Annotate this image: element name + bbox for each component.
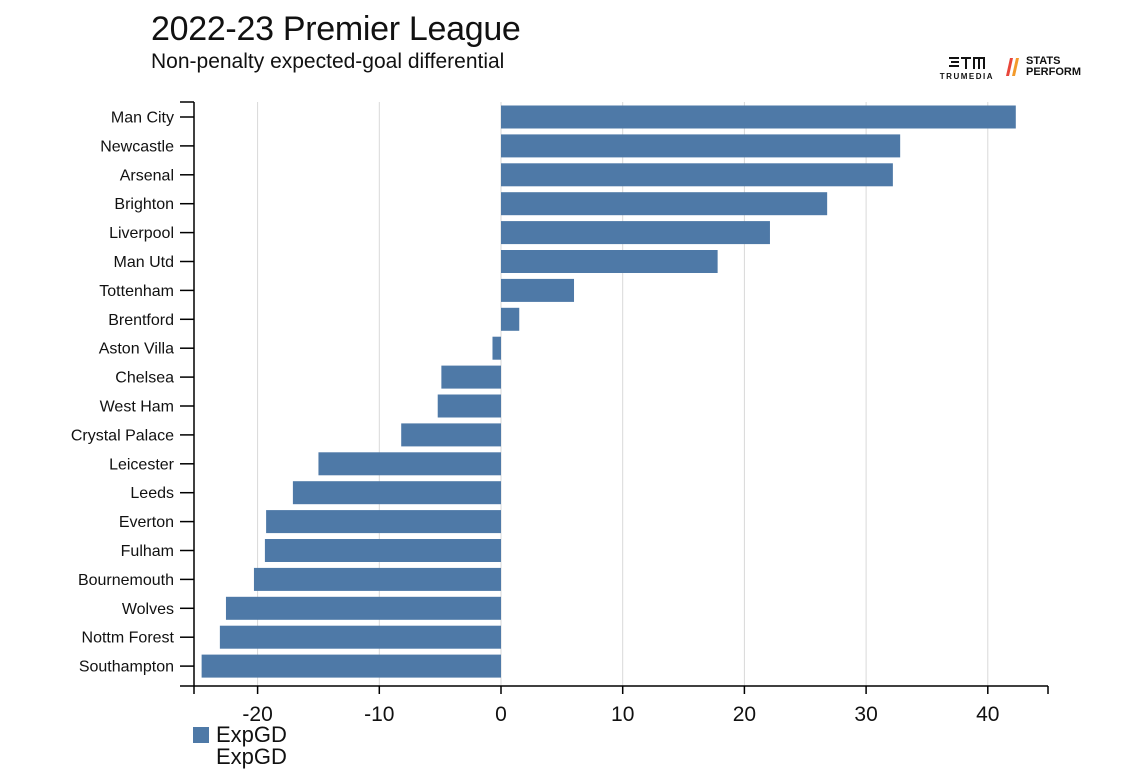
trumedia-wordmark: TRUMEDIA bbox=[939, 72, 994, 81]
chart-subtitle: Non-penalty expected-goal differential bbox=[151, 50, 505, 73]
bar bbox=[201, 654, 502, 678]
bar bbox=[437, 394, 501, 418]
y-tick-label: Man Utd bbox=[114, 254, 174, 271]
logo-group: TRUMEDIA STATS PERFORM bbox=[940, 56, 1081, 82]
y-tick-label: Nottm Forest bbox=[82, 630, 175, 647]
bar bbox=[219, 625, 502, 649]
y-tick-label: Wolves bbox=[122, 601, 174, 618]
y-tick-label: Southampton bbox=[79, 659, 174, 676]
y-tick-label: Brentford bbox=[108, 312, 174, 329]
legend-label: ExpGD bbox=[216, 722, 287, 747]
x-tick-label: 30 bbox=[854, 703, 877, 726]
axes: -20 -10 0 10 20 30 40 Man City Newcastle Arsenal B… bbox=[71, 101, 1049, 726]
trumedia-logo-mark bbox=[948, 57, 985, 69]
bar bbox=[441, 365, 501, 389]
trumedia-logo: TRUMEDIA bbox=[940, 56, 994, 81]
legend: ExpGD bbox=[193, 722, 287, 748]
bar bbox=[501, 192, 828, 216]
bar bbox=[501, 307, 520, 331]
y-tick-label: Fulham bbox=[121, 543, 174, 560]
y-tick-label: Tottenham bbox=[99, 283, 174, 300]
stats-perform-word-1: STATS bbox=[1026, 55, 1061, 67]
bar bbox=[266, 510, 501, 534]
bar bbox=[264, 539, 501, 562]
bar bbox=[292, 481, 501, 505]
bar bbox=[401, 423, 501, 447]
y-tick-label: Crystal Palace bbox=[71, 427, 174, 444]
legend-swatch-2 bbox=[193, 749, 209, 765]
y-tick-label: Arsenal bbox=[120, 167, 174, 184]
bar-chart: -20 -10 0 10 20 30 40 Man City Newcastle Arsenal B… bbox=[71, 101, 1049, 726]
x-tick-label: -10 bbox=[364, 703, 394, 726]
y-tick-label: Man City bbox=[111, 110, 174, 127]
x-tick-label: 10 bbox=[611, 703, 634, 726]
x-tick-label: 20 bbox=[733, 703, 756, 726]
y-tick-label: Leicester bbox=[109, 456, 175, 473]
bar bbox=[501, 105, 1016, 129]
y-tick-label: Liverpool bbox=[109, 225, 174, 242]
bar bbox=[225, 596, 501, 620]
y-tick-label: Leeds bbox=[130, 485, 174, 502]
legend-label-2: ExpGD bbox=[216, 744, 287, 769]
legend-item-2: ExpGD bbox=[193, 744, 287, 770]
y-tick-label: Bournemouth bbox=[78, 572, 174, 589]
bar bbox=[253, 567, 501, 591]
bar bbox=[501, 134, 901, 158]
x-tick-label: 0 bbox=[495, 703, 507, 726]
y-tick-label: West Ham bbox=[100, 399, 174, 416]
bar bbox=[501, 163, 893, 187]
bar bbox=[501, 250, 718, 273]
stats-perform-word-2: PERFORM bbox=[1026, 66, 1081, 78]
y-tick-label: Newcastle bbox=[100, 138, 174, 155]
bar bbox=[501, 278, 575, 302]
y-tick-label: Aston Villa bbox=[99, 341, 174, 358]
bar bbox=[501, 221, 770, 245]
y-tick-label: Everton bbox=[119, 514, 174, 531]
stats-perform-logo: STATS PERFORM bbox=[1006, 56, 1081, 78]
bars bbox=[201, 105, 1016, 678]
x-tick-label: -20 bbox=[242, 703, 272, 726]
y-tick-label: Brighton bbox=[114, 196, 174, 213]
y-tick-label: Chelsea bbox=[115, 370, 174, 387]
bar bbox=[318, 452, 501, 476]
legend-swatch bbox=[193, 727, 209, 743]
x-tick-label: 40 bbox=[976, 703, 999, 726]
chart-title: 2022-23 Premier League bbox=[151, 10, 521, 48]
stats-perform-slash-mark bbox=[1006, 58, 1019, 76]
bar bbox=[492, 336, 501, 360]
